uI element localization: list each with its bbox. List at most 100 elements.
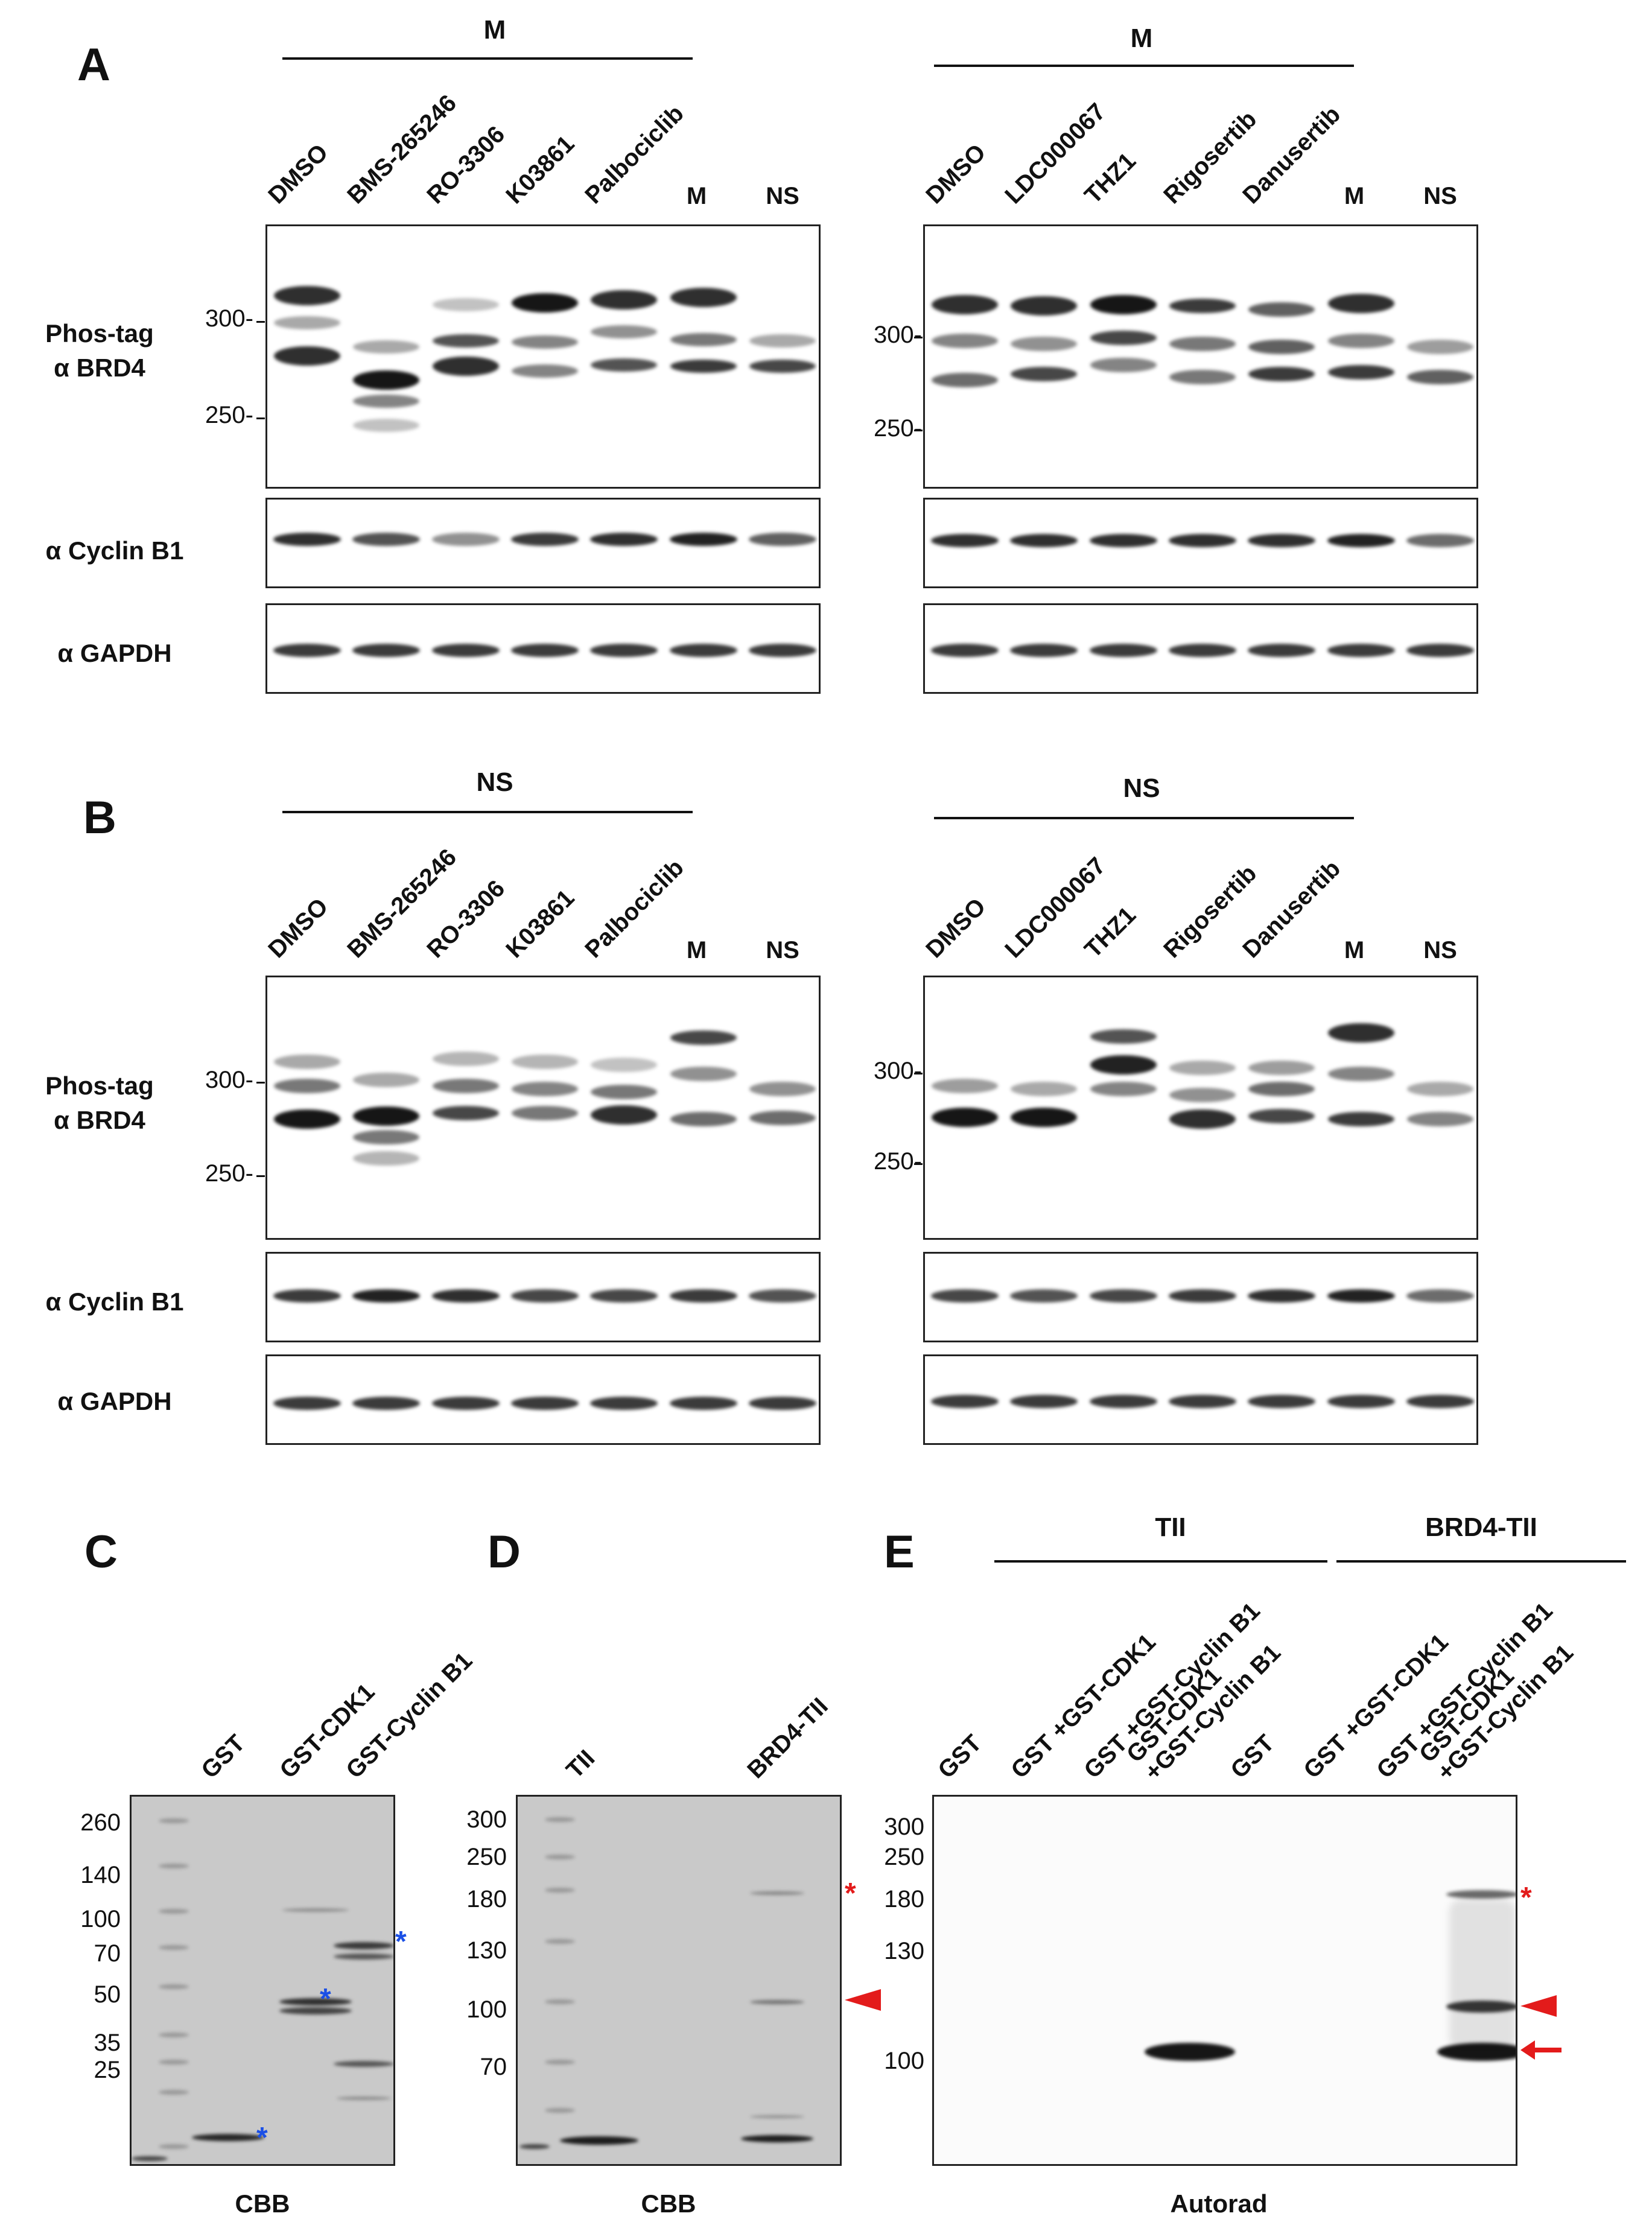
panel-a-right-gapdh-blot xyxy=(923,603,1478,694)
band-a-r-cyclin-1 xyxy=(1010,534,1078,547)
panel-c-gel xyxy=(130,1795,395,2166)
band-a-r-gapdh-6 xyxy=(1406,644,1475,657)
band-a-r-phos-1-1 xyxy=(1011,337,1078,351)
panel-d-ladder-band-4 xyxy=(545,1999,575,2004)
band-a-l-gapdh-6 xyxy=(749,644,817,657)
band-a-r-phos-1-2 xyxy=(1011,367,1078,381)
panel-b-left-lane-0: DMSO xyxy=(263,893,333,963)
panel-c-marker-140: 140 xyxy=(80,1862,121,1888)
panel-c-marker-70: 70 xyxy=(94,1940,121,1967)
band-b-l-cyclin-3 xyxy=(511,1289,579,1303)
band-a-l-phos-6-1 xyxy=(749,360,816,373)
panel-b-phos-label: Phos-tag α BRD4 xyxy=(45,1071,154,1134)
panel-a-left-phos-blot xyxy=(265,224,821,489)
panel-c-band-gst xyxy=(192,2134,264,2141)
band-a-r-phos-0-0 xyxy=(931,295,998,314)
band-a-r-cyclin-6 xyxy=(1406,534,1475,547)
band-a-l-phos-4-0 xyxy=(591,290,658,309)
band-a-r-phos-4-2 xyxy=(1248,367,1315,381)
panel-d-ladder-band-6 xyxy=(545,2108,575,2113)
panel-d-lane-0: TII xyxy=(561,1745,600,1784)
panel-c-marker-50: 50 xyxy=(94,1981,121,2008)
panel-b-right-cyclin-blot xyxy=(923,1252,1478,1342)
band-a-l-phos-4-2 xyxy=(591,358,658,372)
band-b-r-cyclin-5 xyxy=(1327,1289,1395,1303)
band-b-r-cyclin-1 xyxy=(1010,1289,1078,1303)
panel-c-marker-35: 35 xyxy=(94,2030,121,2056)
panel-a-group-left: M xyxy=(483,15,506,45)
panel-e-band-brd4-low xyxy=(1437,2043,1516,2061)
band-a-r-phos-1-0 xyxy=(1011,296,1078,316)
panel-label-e: E xyxy=(884,1526,915,1578)
panel-b-group-line-right xyxy=(934,817,1354,819)
panel-e-marker-300: 300 xyxy=(884,1814,924,1840)
band-a-l-gapdh-3 xyxy=(511,644,579,657)
band-b-r-phos-4-0 xyxy=(1248,1061,1315,1075)
panel-d-ladder-band-2 xyxy=(545,1888,575,1893)
band-a-l-phos-3-2 xyxy=(512,364,578,378)
band-b-r-phos-2-2 xyxy=(1090,1082,1157,1096)
blot-marker-tick-0 xyxy=(256,321,265,323)
band-b-l-cyclin-6 xyxy=(749,1289,817,1303)
band-b-l-phos-0-1 xyxy=(273,1079,340,1093)
panel-c-band-cyclin-b xyxy=(334,1954,393,1960)
band-b-r-gapdh-2 xyxy=(1089,1395,1157,1408)
band-a-l-phos-0-0 xyxy=(273,286,340,305)
panel-b-marker-250-left: 250- xyxy=(205,1160,253,1187)
panel-c-lane-2: GST-Cyclin B1 xyxy=(341,1647,478,1784)
band-b-r-phos-1-0 xyxy=(1011,1082,1078,1096)
panel-d-ladder-band-5 xyxy=(545,2060,575,2065)
panel-b-left-lane-6: NS xyxy=(766,937,799,963)
band-a-r-gapdh-5 xyxy=(1327,644,1395,657)
panel-b-right-lane-2: THZ1 xyxy=(1079,901,1141,963)
panel-c-ladder-band-8 xyxy=(159,2144,189,2149)
panel-a-marker-300-left: 300- xyxy=(205,305,253,332)
panel-a-left-lane-3: K03861 xyxy=(501,130,580,209)
panel-e-marker-180: 180 xyxy=(884,1886,924,1912)
blot-marker-tick-2 xyxy=(914,337,923,338)
band-a-r-phos-6-0 xyxy=(1407,340,1474,354)
panel-e-arrowhead xyxy=(1520,1995,1557,2017)
band-b-l-phos-0-0 xyxy=(273,1055,340,1069)
band-b-r-gapdh-4 xyxy=(1248,1395,1316,1408)
band-a-l-cyclin-0 xyxy=(273,533,341,546)
panel-a-group-line-right xyxy=(934,65,1354,67)
band-a-l-gapdh-5 xyxy=(669,644,737,657)
panel-a-right-lane-0: DMSO xyxy=(921,139,991,209)
panel-c-marker-25: 25 xyxy=(94,2057,121,2083)
band-a-l-phos-6-0 xyxy=(749,334,816,348)
panel-e-lane-0: GST xyxy=(932,1730,987,1784)
panel-a-group-line-left xyxy=(282,57,693,60)
panel-b-left-cyclin-blot xyxy=(265,1252,821,1342)
panel-e-group-line-left xyxy=(994,1560,1327,1563)
band-a-r-phos-2-0 xyxy=(1090,295,1157,314)
panel-c-ladder-band-1 xyxy=(159,1864,189,1868)
band-b-l-phos-6-0 xyxy=(749,1082,816,1096)
panel-a-right-lane-5: M xyxy=(1344,183,1365,209)
band-b-l-phos-3-2 xyxy=(512,1106,578,1120)
band-b-l-phos-2-0 xyxy=(432,1052,499,1066)
panel-c-ladder-band-5 xyxy=(159,2033,189,2037)
panel-c-ladder-band-7 xyxy=(159,2090,189,2095)
panel-a-gapdh-label: α GAPDH xyxy=(57,639,172,667)
band-b-r-cyclin-2 xyxy=(1089,1289,1157,1303)
band-b-r-gapdh-3 xyxy=(1169,1395,1236,1408)
panel-d-band-brd4-mid xyxy=(750,1999,804,2004)
band-b-l-cyclin-1 xyxy=(352,1289,421,1303)
panel-c-band-dye xyxy=(132,2156,168,2161)
panel-a-left-lane-4: Palbociclib xyxy=(580,100,690,209)
band-b-l-gapdh-4 xyxy=(590,1397,658,1410)
band-a-l-cyclin-6 xyxy=(749,533,817,546)
band-a-r-gapdh-3 xyxy=(1169,644,1236,657)
panel-b-group-line-left xyxy=(282,811,693,813)
band-b-l-gapdh-0 xyxy=(273,1397,341,1410)
band-b-l-gapdh-2 xyxy=(431,1397,500,1410)
panel-e-group-line-right xyxy=(1336,1560,1626,1563)
panel-c-band-cdk1-c xyxy=(282,1908,349,1912)
panel-d-marker-130: 130 xyxy=(466,1937,507,1964)
band-b-r-phos-6-1 xyxy=(1407,1112,1474,1126)
band-b-l-phos-4-2 xyxy=(591,1105,658,1125)
band-b-r-phos-1-1 xyxy=(1011,1108,1078,1127)
panel-a-marker-250-left: 250- xyxy=(205,402,253,428)
panel-b-marker-300-left: 300- xyxy=(205,1067,253,1093)
